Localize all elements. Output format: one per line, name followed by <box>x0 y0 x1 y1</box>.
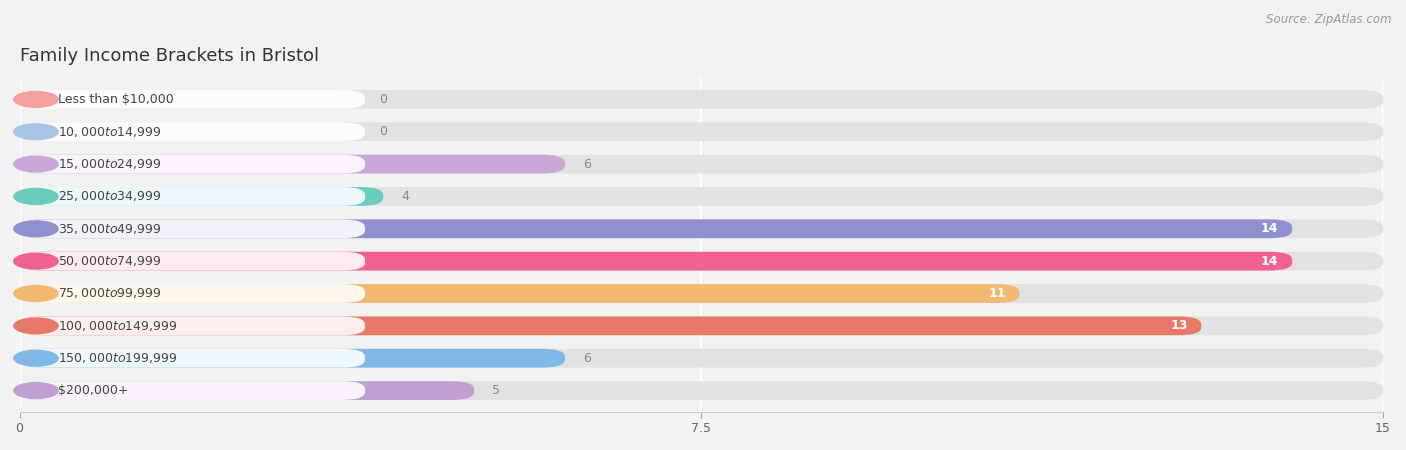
Text: $75,000 to $99,999: $75,000 to $99,999 <box>58 287 162 301</box>
FancyBboxPatch shape <box>20 155 565 173</box>
FancyBboxPatch shape <box>20 122 366 141</box>
Circle shape <box>14 156 58 172</box>
FancyBboxPatch shape <box>20 155 366 173</box>
Text: 14: 14 <box>1261 255 1278 268</box>
FancyBboxPatch shape <box>20 381 1384 400</box>
FancyBboxPatch shape <box>20 349 366 368</box>
Circle shape <box>14 124 58 140</box>
Text: $15,000 to $24,999: $15,000 to $24,999 <box>58 157 162 171</box>
Text: 6: 6 <box>583 158 591 171</box>
Text: 13: 13 <box>1170 320 1188 333</box>
FancyBboxPatch shape <box>20 316 1384 335</box>
FancyBboxPatch shape <box>20 220 1292 238</box>
FancyBboxPatch shape <box>20 316 366 335</box>
Text: $150,000 to $199,999: $150,000 to $199,999 <box>58 351 177 365</box>
FancyBboxPatch shape <box>20 381 366 400</box>
Text: 6: 6 <box>583 352 591 365</box>
Circle shape <box>14 221 58 237</box>
FancyBboxPatch shape <box>20 187 1384 206</box>
FancyBboxPatch shape <box>20 284 1019 303</box>
Text: $35,000 to $49,999: $35,000 to $49,999 <box>58 222 162 236</box>
FancyBboxPatch shape <box>20 284 366 303</box>
Circle shape <box>14 91 58 107</box>
Text: 11: 11 <box>988 287 1005 300</box>
FancyBboxPatch shape <box>20 316 1201 335</box>
FancyBboxPatch shape <box>20 122 1384 141</box>
FancyBboxPatch shape <box>20 220 366 238</box>
FancyBboxPatch shape <box>20 220 1384 238</box>
Text: $50,000 to $74,999: $50,000 to $74,999 <box>58 254 162 268</box>
FancyBboxPatch shape <box>20 349 565 368</box>
FancyBboxPatch shape <box>20 155 1384 173</box>
FancyBboxPatch shape <box>20 381 474 400</box>
FancyBboxPatch shape <box>20 252 366 270</box>
Text: 14: 14 <box>1261 222 1278 235</box>
Text: 4: 4 <box>401 190 409 203</box>
Circle shape <box>14 350 58 366</box>
FancyBboxPatch shape <box>20 90 1384 109</box>
FancyBboxPatch shape <box>20 284 1384 303</box>
Circle shape <box>14 318 58 334</box>
Circle shape <box>14 189 58 204</box>
FancyBboxPatch shape <box>20 187 384 206</box>
Circle shape <box>14 253 58 269</box>
Text: $10,000 to $14,999: $10,000 to $14,999 <box>58 125 162 139</box>
Circle shape <box>14 286 58 302</box>
Text: Less than $10,000: Less than $10,000 <box>58 93 173 106</box>
Text: Family Income Brackets in Bristol: Family Income Brackets in Bristol <box>20 47 319 65</box>
Text: 5: 5 <box>492 384 501 397</box>
FancyBboxPatch shape <box>20 90 366 109</box>
Text: 0: 0 <box>378 125 387 138</box>
FancyBboxPatch shape <box>20 349 1384 368</box>
Text: 0: 0 <box>378 93 387 106</box>
Text: $100,000 to $149,999: $100,000 to $149,999 <box>58 319 177 333</box>
Text: $25,000 to $34,999: $25,000 to $34,999 <box>58 189 162 203</box>
FancyBboxPatch shape <box>20 252 1292 270</box>
Text: Source: ZipAtlas.com: Source: ZipAtlas.com <box>1267 14 1392 27</box>
FancyBboxPatch shape <box>20 252 1384 270</box>
FancyBboxPatch shape <box>20 187 366 206</box>
Circle shape <box>14 382 58 398</box>
Text: $200,000+: $200,000+ <box>58 384 128 397</box>
